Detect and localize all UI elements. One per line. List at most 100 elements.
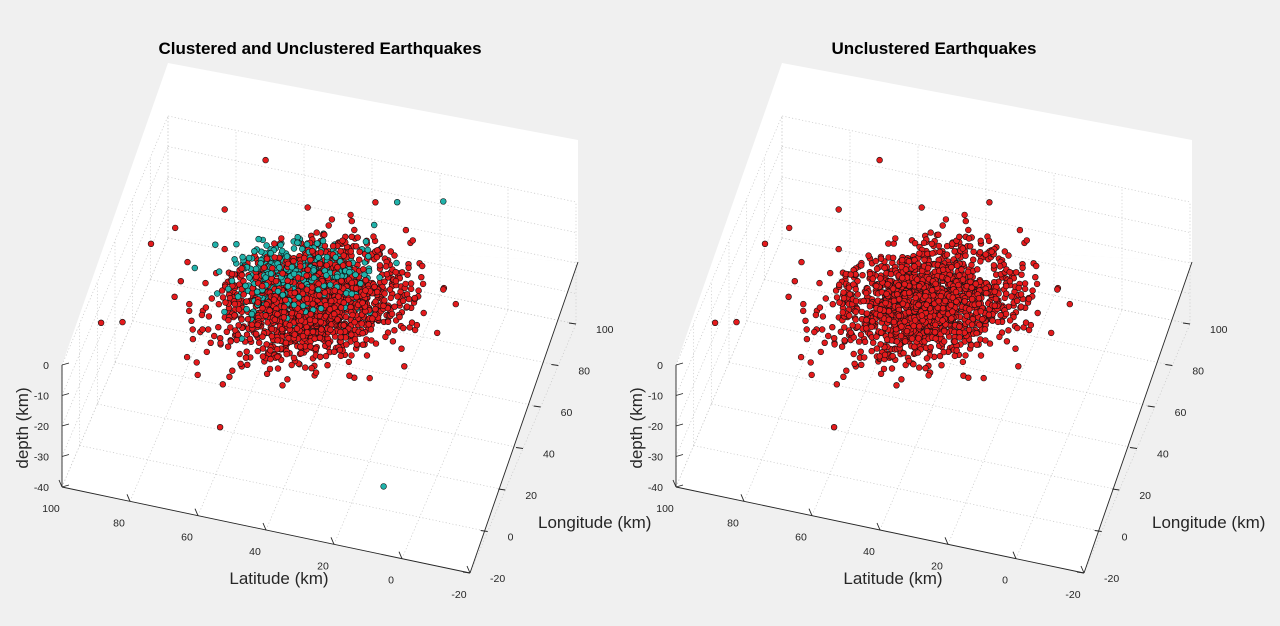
y-tick-label: 60 bbox=[1175, 407, 1187, 419]
data-point-unclustered bbox=[376, 262, 384, 269]
data-point-clustered bbox=[234, 293, 242, 300]
data-point-unclustered bbox=[977, 237, 984, 245]
data-point-unclustered bbox=[868, 323, 875, 331]
data-point-unclustered bbox=[331, 310, 338, 318]
data-point-unclustered bbox=[282, 296, 289, 304]
data-point-unclustered bbox=[952, 288, 960, 296]
data-point-unclustered bbox=[826, 269, 834, 277]
data-point-unclustered bbox=[956, 323, 963, 330]
data-point-clustered bbox=[233, 241, 240, 248]
data-point-unclustered bbox=[227, 324, 234, 331]
data-point-unclustered bbox=[975, 300, 982, 307]
data-point-clustered bbox=[239, 253, 246, 261]
data-point-unclustered bbox=[224, 343, 232, 350]
back-pane-left bbox=[62, 63, 168, 487]
data-point-unclustered bbox=[1034, 309, 1041, 317]
data-point-unclustered bbox=[1015, 363, 1022, 370]
data-point-unclustered bbox=[953, 262, 961, 269]
data-point-unclustered bbox=[840, 289, 847, 296]
data-point-unclustered bbox=[855, 338, 863, 345]
data-point-unclustered bbox=[969, 256, 977, 263]
chart-title: Clustered and Unclustered Earthquakes bbox=[158, 39, 481, 58]
data-point-unclustered bbox=[259, 345, 267, 352]
data-point-unclustered bbox=[403, 303, 411, 310]
data-point-unclustered bbox=[830, 335, 838, 342]
data-point-unclustered bbox=[918, 204, 925, 211]
data-point-unclustered bbox=[267, 355, 274, 363]
data-point-unclustered bbox=[924, 264, 932, 272]
data-point-unclustered bbox=[399, 269, 406, 276]
data-point-unclustered bbox=[912, 294, 919, 302]
data-point-unclustered bbox=[235, 322, 242, 329]
data-point-unclustered bbox=[935, 231, 942, 238]
data-point-unclustered bbox=[183, 353, 191, 361]
data-point-clustered bbox=[352, 271, 359, 278]
data-point-unclustered bbox=[985, 237, 993, 245]
data-point-unclustered bbox=[172, 224, 179, 232]
data-point-unclustered bbox=[311, 335, 318, 342]
data-point-unclustered bbox=[927, 229, 934, 236]
data-point-unclustered bbox=[359, 330, 366, 337]
data-point-unclustered bbox=[434, 329, 441, 337]
data-point-unclustered bbox=[852, 285, 859, 293]
data-point-unclustered bbox=[372, 340, 380, 347]
data-point-unclustered bbox=[335, 293, 342, 300]
data-point-unclustered bbox=[889, 352, 896, 360]
data-point-unclustered bbox=[910, 322, 917, 330]
data-point-unclustered bbox=[360, 266, 367, 273]
data-point-unclustered bbox=[389, 338, 397, 345]
data-point-unclustered bbox=[347, 248, 355, 255]
data-point-unclustered bbox=[381, 297, 388, 304]
data-point-unclustered bbox=[791, 278, 798, 285]
data-point-unclustered bbox=[803, 326, 810, 333]
x-tick-label: 80 bbox=[113, 517, 125, 529]
data-point-clustered bbox=[294, 234, 301, 241]
data-point-unclustered bbox=[1029, 287, 1036, 294]
data-point-unclustered bbox=[348, 331, 355, 338]
data-point-clustered bbox=[323, 272, 330, 279]
data-point-unclustered bbox=[274, 353, 281, 360]
data-point-clustered bbox=[191, 264, 199, 272]
data-point-unclustered bbox=[824, 332, 832, 340]
data-point-unclustered bbox=[262, 312, 269, 319]
data-point-unclustered bbox=[401, 363, 408, 370]
back-pane-right bbox=[168, 63, 578, 262]
data-point-unclustered bbox=[899, 300, 907, 307]
data-point-unclustered bbox=[418, 274, 425, 281]
data-point-unclustered bbox=[225, 317, 232, 324]
data-point-unclustered bbox=[982, 337, 989, 344]
data-point-unclustered bbox=[983, 290, 990, 297]
data-point-unclustered bbox=[838, 343, 846, 350]
axes-clustered-and-unclustered[interactable]: Clustered and Unclustered Earthquakes 10… bbox=[13, 39, 651, 601]
data-point-unclustered bbox=[328, 216, 336, 223]
data-point-unclustered bbox=[851, 360, 858, 367]
data-point-unclustered bbox=[908, 335, 916, 342]
data-point-unclustered bbox=[877, 275, 884, 282]
data-point-unclustered bbox=[340, 322, 347, 329]
data-point-unclustered bbox=[963, 312, 970, 319]
data-point-unclustered bbox=[409, 237, 416, 244]
data-point-unclustered bbox=[309, 328, 317, 335]
x-tick-label: -20 bbox=[1065, 589, 1080, 601]
data-point-unclustered bbox=[923, 355, 931, 362]
data-point-unclustered bbox=[797, 353, 805, 361]
data-point-unclustered bbox=[415, 287, 422, 294]
data-point-unclustered bbox=[246, 335, 254, 343]
data-point-unclustered bbox=[400, 297, 407, 304]
data-point-unclustered bbox=[854, 277, 861, 285]
z-tick-label: 0 bbox=[43, 360, 49, 372]
y-tick-label: -20 bbox=[490, 573, 505, 585]
data-point-unclustered bbox=[316, 260, 324, 268]
data-point-unclustered bbox=[931, 329, 939, 336]
data-point-clustered bbox=[393, 259, 400, 267]
y-tick-label: 20 bbox=[1139, 490, 1151, 502]
data-point-unclustered bbox=[303, 286, 311, 293]
data-point-unclustered bbox=[238, 271, 246, 279]
data-point-unclustered bbox=[927, 344, 934, 351]
data-point-unclustered bbox=[221, 245, 228, 253]
data-point-unclustered bbox=[905, 357, 913, 365]
data-point-unclustered bbox=[348, 217, 355, 225]
data-point-unclustered bbox=[877, 329, 885, 336]
axes-unclustered[interactable]: Unclustered Earthquakes 100 80 60 40 20 0 -20 -… bbox=[627, 39, 1265, 601]
data-point-unclustered bbox=[1006, 277, 1014, 285]
